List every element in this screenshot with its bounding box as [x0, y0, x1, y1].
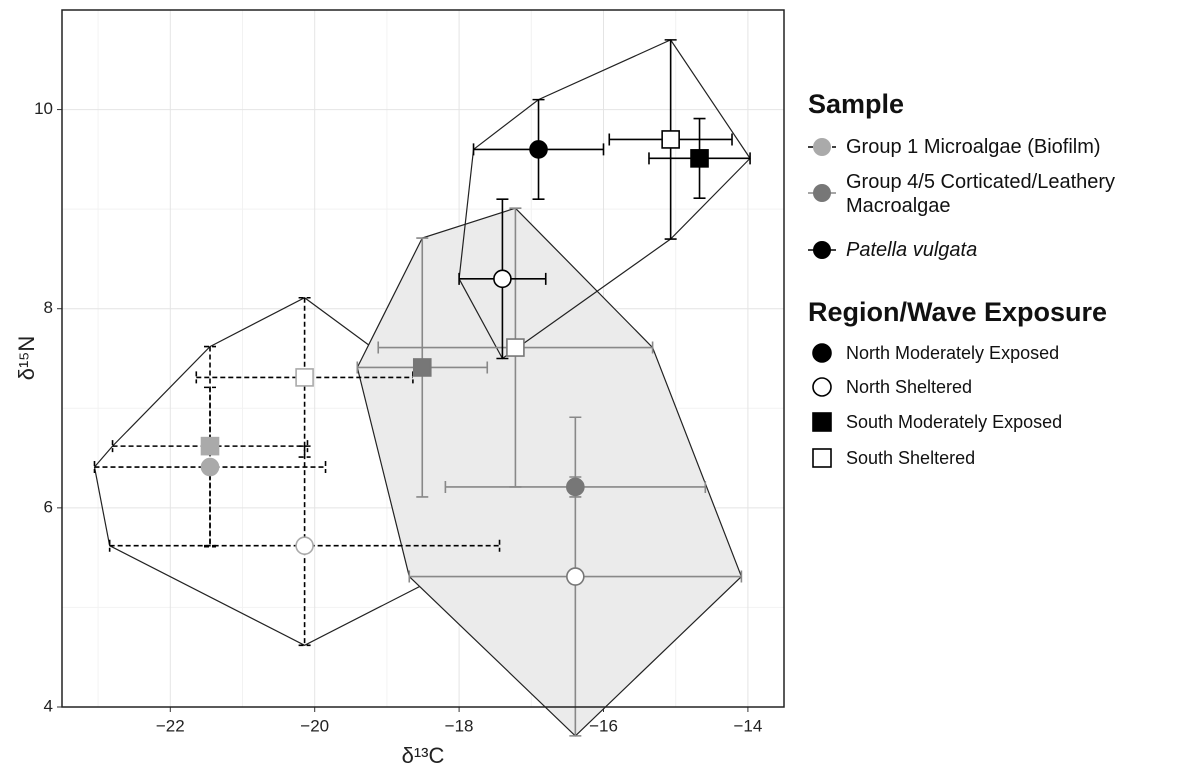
legend-dot	[813, 241, 831, 259]
point	[412, 358, 432, 377]
y-axis-label: δ¹⁵N	[14, 336, 39, 381]
legend-label: Group 4/5 Corticated/Leathery Macroalgae	[846, 171, 1116, 217]
y-error-bar	[298, 296, 311, 458]
x-tick-label: −16	[589, 716, 618, 735]
x-tick-label: −20	[300, 716, 329, 735]
point	[566, 477, 585, 497]
point	[200, 436, 220, 456]
point	[690, 149, 709, 168]
legend-title: Region/Wave Exposure	[808, 297, 1108, 327]
legend-shape	[812, 412, 832, 432]
legend-title: Sample	[808, 89, 905, 119]
x-axis-label: δ¹³C	[402, 743, 445, 768]
legend-label: Patella vulgata	[846, 239, 978, 261]
legend-dot	[813, 138, 831, 156]
hull	[356, 207, 743, 737]
point	[200, 457, 220, 477]
point	[506, 338, 525, 357]
legend-shape	[812, 343, 832, 363]
plot-border	[61, 9, 785, 708]
x-tick-label: −14	[733, 716, 762, 735]
legend-key	[808, 184, 836, 202]
legend-key	[808, 138, 836, 156]
x-tick-label: −22	[156, 716, 185, 735]
legend-dot	[813, 184, 831, 202]
x-tick-label: −18	[445, 716, 474, 735]
point	[295, 536, 314, 555]
point	[566, 567, 585, 586]
legend-label: North Sheltered	[846, 377, 973, 397]
legend-label: Group 1 Microalgae (Biofilm)	[846, 136, 1101, 158]
legend-label: South Moderately Exposed	[846, 412, 1063, 432]
legend-label: South Sheltered	[846, 448, 976, 468]
point	[493, 269, 512, 289]
legend-shape	[812, 448, 832, 468]
point	[295, 368, 314, 387]
hull	[458, 39, 751, 360]
legend-label: North Moderately Exposed	[846, 343, 1060, 363]
y-tick-label: 8	[44, 298, 53, 317]
point	[529, 140, 548, 159]
legend-shape	[812, 377, 832, 397]
legend-key	[808, 241, 836, 259]
y-tick-label: 4	[44, 696, 53, 715]
point	[661, 130, 680, 149]
y-tick-label: 6	[44, 497, 53, 516]
y-tick-label: 10	[34, 99, 53, 118]
